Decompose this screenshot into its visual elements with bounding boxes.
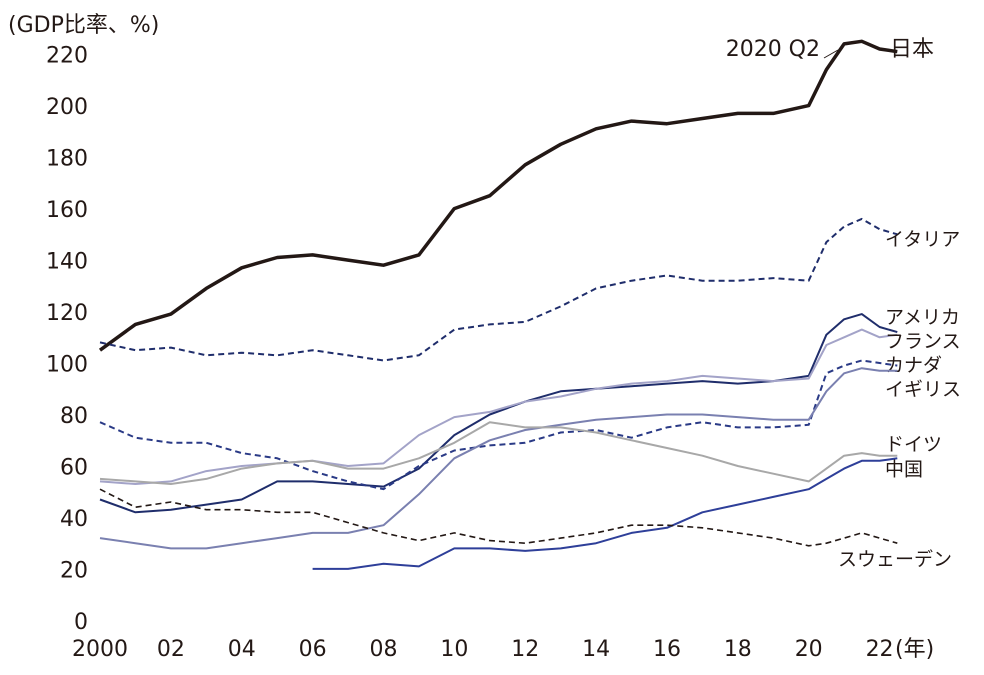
series-label: ドイツ: [885, 434, 942, 456]
y-tick-label: 160: [46, 198, 88, 223]
annotation: 2020 Q2: [726, 37, 820, 62]
series-label: イギリス: [885, 379, 961, 401]
x-tick-label: 06: [299, 637, 327, 662]
x-tick-label: 18: [724, 637, 752, 662]
series-line: [312, 457, 898, 570]
y-tick-label: 220: [46, 44, 88, 69]
y-tick-label: 0: [74, 610, 88, 635]
x-tick-label: 10: [440, 637, 468, 662]
series-line: [99, 359, 898, 491]
y-tick-label: 120: [46, 301, 88, 326]
annotation-leader: [823, 49, 839, 59]
x-axis-unit: (年): [895, 637, 934, 662]
series-label: カナダ: [885, 355, 942, 377]
x-tick-label: 14: [582, 637, 610, 662]
x-tick-label: 16: [653, 637, 681, 662]
x-tick-label: 08: [369, 637, 397, 662]
series-line: [98, 39, 898, 352]
y-axis-label: (GDP比率、%): [8, 13, 159, 38]
series-line: [99, 217, 898, 362]
series-label: 日本: [890, 37, 934, 62]
y-tick-label: 20: [60, 559, 88, 584]
x-tick-label: 20: [795, 637, 823, 662]
series-line: [99, 488, 898, 547]
x-tick-label: 22: [866, 637, 894, 662]
series-line: [99, 328, 898, 485]
series-label: スウェーデン: [838, 549, 952, 571]
series-line: [99, 421, 898, 485]
x-tick-label: 12: [511, 637, 539, 662]
series-line: [99, 313, 898, 514]
series-label: アメリカ: [885, 307, 960, 329]
y-tick-label: 200: [46, 95, 88, 120]
y-tick-label: 180: [46, 147, 88, 172]
series-label: フランス: [885, 331, 961, 353]
series-label: イタリア: [885, 229, 960, 251]
y-tick-label: 60: [60, 456, 88, 481]
x-tick-label: 04: [228, 637, 256, 662]
x-tick-label: 2000: [72, 637, 128, 662]
series-line: [99, 367, 898, 550]
y-tick-label: 100: [46, 353, 88, 378]
y-tick-label: 80: [60, 404, 88, 429]
y-tick-label: 140: [46, 250, 88, 275]
series-label: 中国: [885, 459, 923, 481]
x-tick-label: 02: [157, 637, 185, 662]
y-tick-label: 40: [60, 507, 88, 532]
